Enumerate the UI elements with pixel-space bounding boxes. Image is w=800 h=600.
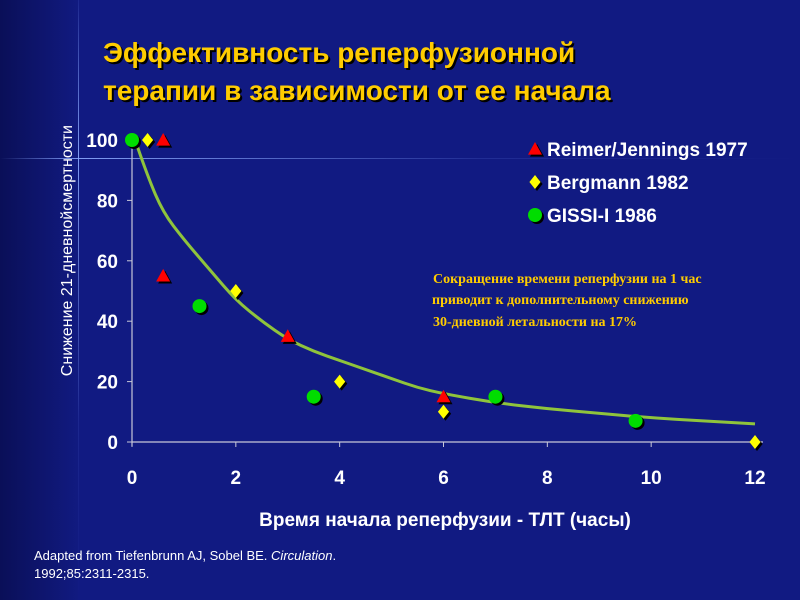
data-point-circle <box>306 389 323 406</box>
chart-marks <box>125 133 763 451</box>
y-tick-label: 80 <box>97 191 118 212</box>
y-tick-label: 20 <box>97 373 118 394</box>
data-point-diamond <box>141 133 156 149</box>
decorative-vertical-line <box>78 0 79 600</box>
data-point-circle <box>125 133 141 149</box>
source-suffix: . <box>332 548 337 563</box>
data-point-triangle <box>280 329 297 344</box>
decorative-horizontal-line <box>0 158 800 159</box>
legend-marker-diamond <box>529 175 543 191</box>
source-journal: Circulation <box>271 548 333 563</box>
x-axis-label: Время начала реперфузии - ТЛТ (часы) <box>259 510 631 531</box>
y-tick-label: 100 <box>86 131 118 152</box>
title-line-2: терапии в зависимости от ее начала <box>103 75 611 106</box>
source-line-2: 1992;85:2311-2315. <box>34 566 150 581</box>
x-tick-label: 0 <box>127 468 138 489</box>
x-tick-label: 12 <box>744 468 765 489</box>
y-tick-label: 0 <box>107 433 118 454</box>
x-tick-label: 4 <box>334 468 345 489</box>
data-point-circle <box>192 299 209 316</box>
annotation-line: 30-дневной летальности на 17% <box>433 315 637 330</box>
y-tick-label: 60 <box>97 252 118 273</box>
legend-marker-circle <box>528 208 544 224</box>
trend-curve <box>135 145 756 426</box>
title-line-1: Эффективность реперфузионной <box>103 37 576 68</box>
data-point-triangle <box>156 268 173 284</box>
source-prefix: Adapted from Tiefenbrunn AJ, Sobel BE. <box>34 548 272 563</box>
x-tick-label: 6 <box>438 468 449 489</box>
x-tick-label: 8 <box>542 468 553 489</box>
legend-label: GISSI-I 1986 <box>547 206 657 227</box>
legend-label: Bergmann 1982 <box>547 173 689 194</box>
annotation-line: Сокращение времени реперфузии на 1 час <box>433 272 702 287</box>
chart-ticks: 0 2 4 6 8 10 12 0 20 40 60 80 100 <box>86 131 765 489</box>
left-gradient-band <box>0 0 78 600</box>
data-point-diamond <box>230 284 244 300</box>
x-tick-label: 2 <box>231 468 242 489</box>
y-tick-label: 40 <box>97 312 118 333</box>
chart-legend: Reimer/Jennings 1977 Bergmann 1982 GISSI-I… <box>528 140 748 227</box>
data-point-diamond <box>334 374 348 391</box>
chart-axes <box>131 138 763 446</box>
data-point-diamond <box>437 404 452 421</box>
slide-title: Эффективность реперфузионной терапии в з… <box>103 34 743 110</box>
annotation-line: приводит к дополнительному снижению <box>432 293 689 308</box>
data-point-circle <box>628 413 645 430</box>
source-citation: Adapted from Tiefenbrunn AJ, Sobel BE. C… <box>34 547 454 583</box>
data-point-triangle <box>436 389 453 405</box>
legend-label: Reimer/Jennings 1977 <box>547 140 748 161</box>
chart-annotation: Сокращение времени реперфузии на 1 час п… <box>432 272 702 330</box>
data-point-diamond <box>749 435 763 451</box>
data-point-circle <box>488 389 505 406</box>
legend-marker-triangle <box>528 142 544 157</box>
x-tick-label: 10 <box>641 468 662 489</box>
data-point-triangle <box>156 133 173 148</box>
